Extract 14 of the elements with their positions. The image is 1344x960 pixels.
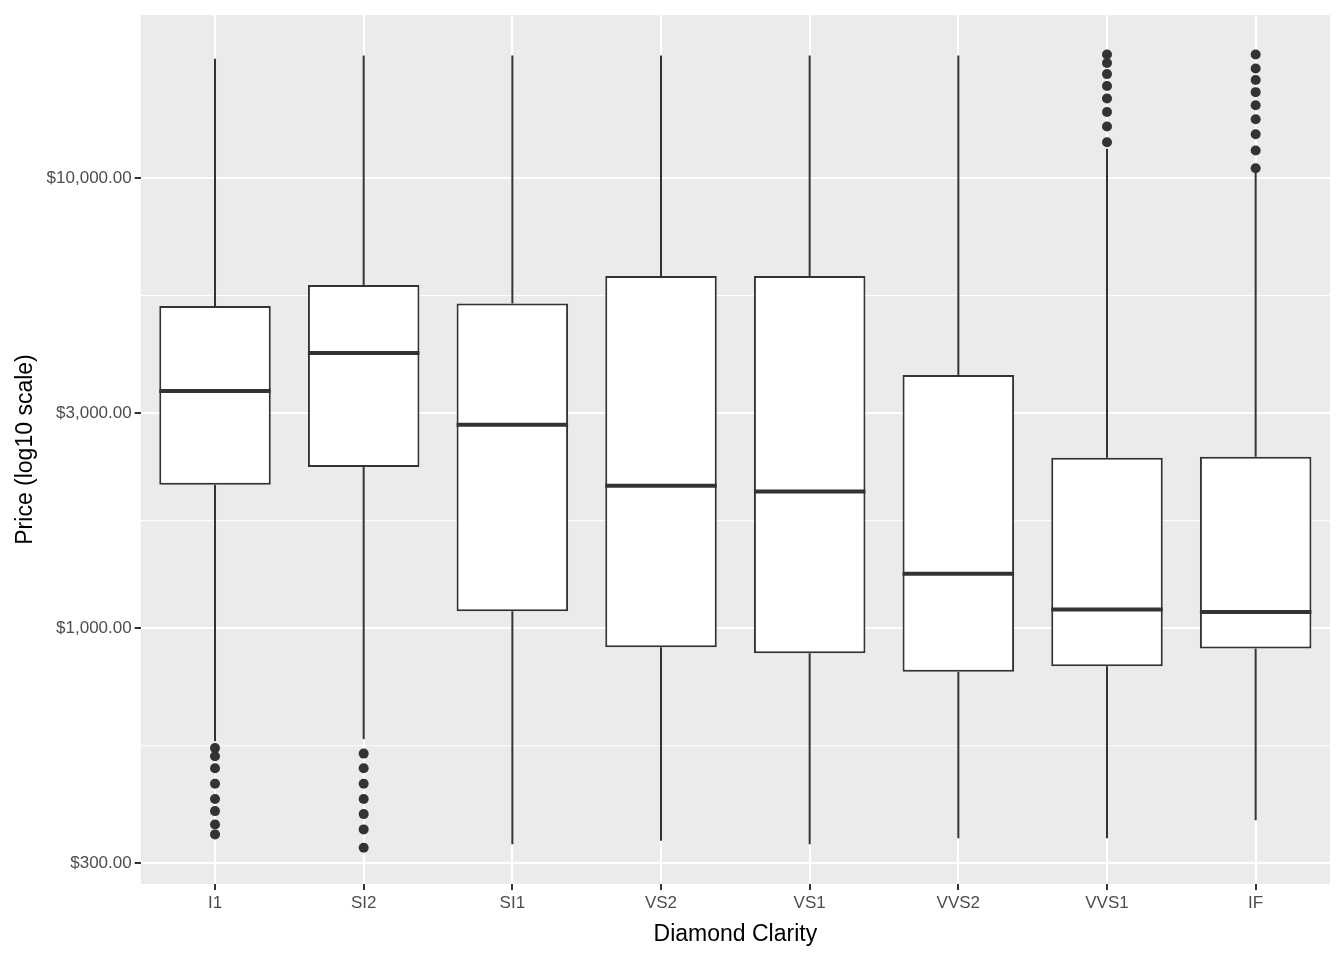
- x-tick-label: VVS2: [936, 892, 981, 912]
- x-tick-label: I1: [207, 892, 223, 912]
- y-tick-label: $10,000.00: [46, 167, 132, 187]
- y-axis-title: Price (log10 scale): [11, 354, 38, 545]
- x-tick-label: IF: [1248, 892, 1264, 912]
- y-tick-label: $1,000.00: [56, 617, 132, 637]
- x-tick-label: VVS1: [1085, 892, 1129, 912]
- x-tick-label: SI2: [350, 892, 377, 912]
- x-tick-label: VS1: [793, 892, 826, 912]
- x-tick-label: SI1: [499, 892, 526, 912]
- y-tick-label: $3,000.00: [56, 402, 132, 422]
- x-axis-title: Diamond Clarity: [653, 919, 818, 946]
- x-tick-label: VS2: [644, 892, 678, 912]
- y-tick-label: $300.00: [70, 853, 132, 873]
